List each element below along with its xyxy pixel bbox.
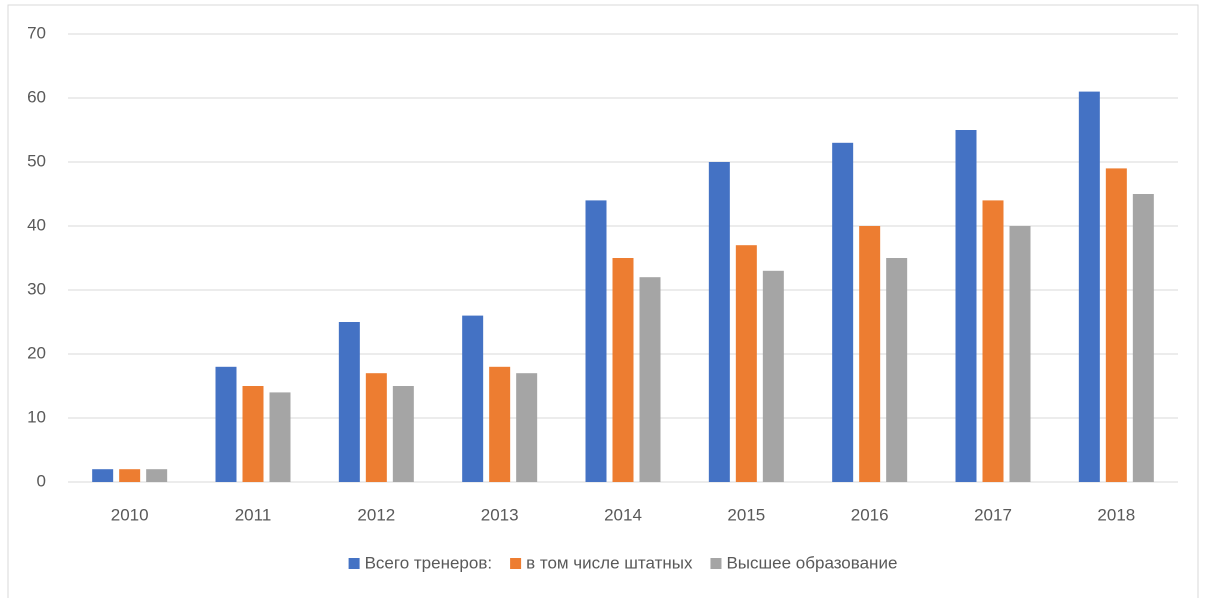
y-tick-label: 50 [27, 151, 46, 170]
bar [955, 130, 977, 482]
bar [886, 258, 908, 482]
x-tick-label: 2014 [604, 505, 642, 524]
bar [859, 226, 881, 482]
y-tick-label: 20 [27, 343, 46, 362]
bar [146, 469, 168, 482]
x-tick-label: 2010 [111, 505, 149, 524]
bar [708, 162, 730, 482]
y-tick-label: 40 [27, 215, 46, 234]
legend-swatch [510, 558, 522, 569]
y-tick-label: 70 [27, 23, 46, 42]
x-tick-label: 2013 [481, 505, 519, 524]
bar [1105, 168, 1127, 482]
bar [92, 469, 114, 482]
x-tick-label: 2018 [1097, 505, 1135, 524]
bar [1132, 194, 1154, 482]
bar [762, 270, 784, 482]
legend-label: в том числе штатных [526, 553, 693, 572]
bar [639, 277, 661, 482]
chart-border [7, 4, 1199, 603]
legend-swatch [710, 558, 722, 569]
bar [215, 366, 237, 482]
y-tick-label: 60 [27, 87, 46, 106]
bar [832, 142, 854, 483]
bar [1078, 91, 1100, 482]
bar [585, 200, 607, 482]
bar [462, 315, 484, 482]
bar [489, 366, 511, 482]
bar [612, 258, 634, 482]
bar [735, 245, 757, 482]
legend-swatch [348, 558, 360, 569]
y-tick-label: 0 [37, 471, 46, 490]
bar [982, 200, 1004, 482]
x-tick-label: 2011 [235, 505, 272, 524]
x-tick-label: 2015 [727, 505, 765, 524]
y-tick-label: 10 [27, 407, 46, 426]
bar [269, 392, 291, 482]
bar [516, 373, 538, 482]
bar [365, 373, 387, 482]
x-tick-label: 2012 [357, 505, 395, 524]
legend-label: Всего тренеров: [365, 553, 493, 572]
x-tick-label: 2017 [974, 505, 1012, 524]
legend-label: Высшее образование [726, 553, 897, 572]
y-tick-label: 30 [27, 279, 46, 298]
bar [392, 386, 414, 482]
bar [338, 322, 360, 482]
bar [119, 469, 141, 482]
bar [1009, 226, 1031, 482]
bar [242, 386, 264, 482]
x-tick-label: 2016 [851, 505, 889, 524]
